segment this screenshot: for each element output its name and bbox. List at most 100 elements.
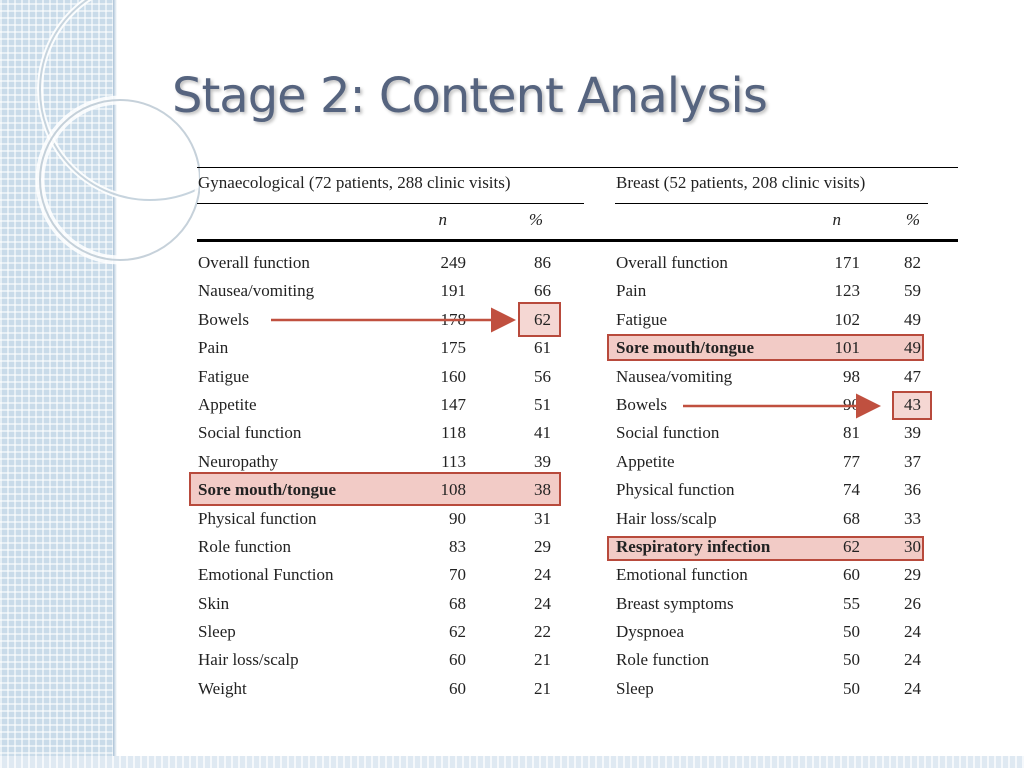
row-n: 62 (843, 536, 860, 556)
row-label: Role function (198, 536, 292, 556)
row-pct: 37 (904, 451, 921, 471)
table-row: Sore mouth/tongue 101 49 (0, 335, 1000, 363)
row-pct: 29 (904, 565, 921, 585)
row-label: Social function (616, 423, 720, 443)
table-row: Sleep 62 22 (0, 619, 600, 647)
table-row: Bowels 90 43 (0, 392, 1000, 420)
row-label: Nausea/vomiting (616, 366, 733, 386)
row-n: 50 (843, 678, 860, 698)
row-label: Weight (198, 678, 247, 698)
table-row: Nausea/vomiting 98 47 (0, 364, 1000, 392)
highlight-right-respiratory (607, 536, 924, 561)
row-label: Skin (198, 593, 230, 613)
row-label: Sleep (198, 622, 236, 642)
row-label: Hair loss/scalp (198, 650, 299, 670)
row-pct: 59 (904, 281, 921, 301)
table-row: Breast symptoms 55 26 (0, 591, 1000, 619)
row-n: 147 (440, 394, 467, 414)
row-label: Appetite (198, 394, 257, 414)
row-label: Overall function (616, 253, 728, 272)
row-n: 77 (843, 451, 860, 471)
table-row: Hair loss/scalp 60 21 (0, 647, 600, 675)
row-pct: 24 (904, 622, 921, 642)
row-label: Neuropathy (198, 451, 279, 471)
highlight-right-bowels-pct (892, 391, 932, 420)
row-label: Fatigue (616, 309, 667, 329)
row-n: 68 (843, 508, 860, 528)
row-label: Hair loss/scalp (616, 508, 717, 528)
table-row: Weight 60 21 (0, 676, 600, 704)
row-n: 74 (843, 480, 860, 500)
bottom-band (0, 756, 1024, 768)
table-row: Nausea/vomiting 191 66 (0, 278, 600, 306)
row-label: Fatigue (198, 366, 249, 386)
row-pct: 30 (904, 536, 921, 556)
row-n: 98 (843, 366, 860, 386)
row-pct: 24 (904, 678, 921, 698)
table-row: Appetite 77 37 (0, 449, 1000, 477)
row-label: Respiratory infection (616, 536, 771, 556)
row-pct: 24 (534, 565, 551, 585)
row-n: 249 (440, 253, 467, 272)
right-col-n-header: n (832, 210, 842, 229)
row-label: Bowels (198, 309, 249, 329)
row-n: 108 (440, 480, 467, 500)
row-n: 102 (834, 309, 861, 329)
row-n: 191 (440, 281, 467, 301)
row-label: Emotional Function (198, 565, 334, 585)
table-row: Sore mouth/tongue 108 38 (0, 477, 600, 505)
row-n: 160 (440, 366, 467, 386)
table-row: Physical function 90 31 (0, 506, 600, 534)
table-row: Appetite 147 51 (0, 392, 600, 420)
row-pct: 24 (534, 593, 551, 613)
table-row: Hair loss/scalp 68 33 (0, 506, 1000, 534)
left-table-body: Overall function 249 86 Nausea/vomiting 191… (0, 250, 600, 704)
row-label: Emotional function (616, 565, 748, 585)
table-row: Emotional Function 70 24 (0, 562, 600, 590)
row-n: 70 (449, 565, 466, 585)
row-n: 68 (449, 593, 466, 613)
row-pct: 31 (534, 508, 551, 528)
row-pct: 33 (904, 508, 921, 528)
row-pct: 56 (534, 366, 551, 386)
table-row: Role function 83 29 (0, 534, 600, 562)
row-pct: 47 (904, 366, 921, 386)
table-row: Neuropathy 113 39 (0, 449, 600, 477)
table-row: Social function 118 41 (0, 420, 600, 448)
table-row: Sleep 50 24 (0, 676, 1000, 704)
row-pct: 39 (904, 423, 921, 443)
sidebar-edge (113, 0, 117, 768)
row-n: 81 (843, 423, 860, 443)
row-label: Social function (198, 423, 302, 443)
row-label: Breast symptoms (616, 593, 734, 613)
table-row: Emotional function 60 29 (0, 562, 1000, 590)
table-top-rule (197, 167, 958, 168)
row-n: 55 (843, 593, 860, 613)
row-n: 90 (449, 508, 466, 528)
row-label: Sleep (616, 678, 654, 698)
decorative-rings (35, 0, 200, 265)
row-n: 101 (834, 338, 861, 358)
row-label: Nausea/vomiting (198, 281, 315, 301)
row-pct: 21 (534, 650, 551, 670)
right-col-pct-header: % (905, 210, 920, 229)
row-pct: 24 (904, 650, 921, 670)
right-table-caption: Breast (52 patients, 208 clinic visits) (616, 173, 866, 192)
row-pct: 21 (534, 678, 551, 698)
highlight-left-bowels-pct (518, 302, 561, 337)
row-n: 60 (449, 678, 466, 698)
row-label: Appetite (616, 451, 675, 471)
right-caption-rule (615, 203, 928, 204)
row-pct: 82 (904, 253, 921, 272)
row-label: Role function (616, 650, 710, 670)
row-n: 175 (440, 338, 467, 358)
row-pct: 51 (534, 394, 551, 414)
row-n: 90 (843, 394, 860, 414)
row-n: 62 (449, 622, 466, 642)
table-row: Respiratory infection 62 30 (0, 534, 1000, 562)
row-pct: 38 (534, 480, 551, 500)
row-n: 113 (441, 451, 466, 471)
left-caption-rule (197, 203, 584, 204)
table-row: Fatigue 160 56 (0, 364, 600, 392)
row-n: 123 (834, 281, 861, 301)
